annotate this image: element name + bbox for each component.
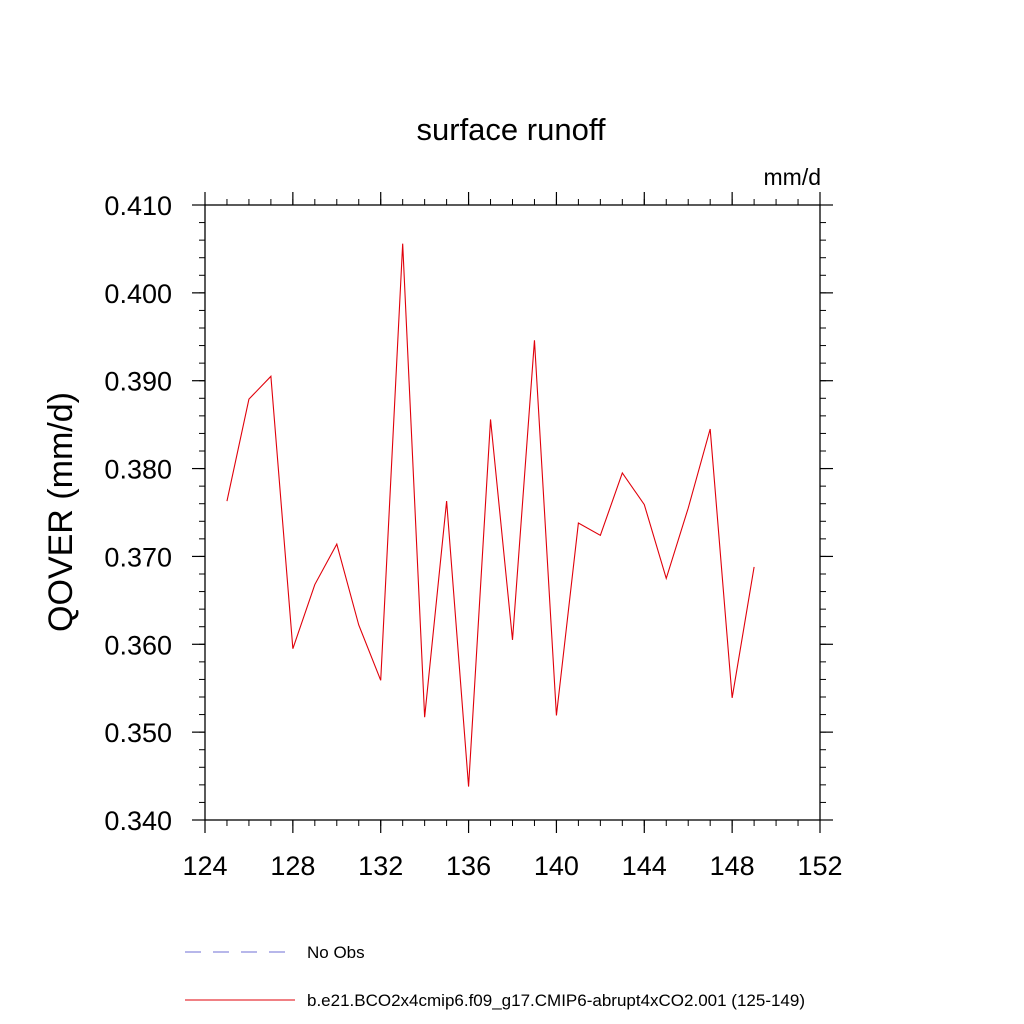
- chart-title: surface runoff: [417, 112, 606, 147]
- y-tick-label: 0.400: [104, 279, 172, 309]
- minor-ticks: [199, 199, 826, 826]
- y-tick-label: 0.390: [104, 367, 172, 397]
- y-tick-label: 0.410: [104, 191, 172, 221]
- x-tick-label: 140: [534, 851, 579, 881]
- units-label: mm/d: [764, 164, 822, 190]
- x-tick-label: 136: [446, 851, 491, 881]
- y-tick-label: 0.380: [104, 455, 172, 485]
- legend-entry-label: b.e21.BCO2x4cmip6.f09_g17.CMIP6-abrupt4x…: [307, 991, 805, 1010]
- y-tick-label: 0.350: [104, 718, 172, 748]
- x-tick-label: 152: [797, 851, 842, 881]
- y-tick-label: 0.360: [104, 630, 172, 660]
- y-tick-label: 0.370: [104, 542, 172, 572]
- x-tick-label: 148: [710, 851, 755, 881]
- series-layer: [226, 243, 755, 787]
- x-tick-label: 144: [622, 851, 667, 881]
- y-axis-label: QOVER (mm/d): [42, 392, 80, 632]
- legend: No Obs b.e21.BCO2x4cmip6.f09_g17.CMIP6-ab…: [185, 943, 805, 1010]
- x-tick-label: 128: [270, 851, 315, 881]
- y-tick-label: 0.340: [104, 806, 172, 836]
- legend-entry-label: No Obs: [307, 943, 365, 962]
- series-line: [226, 243, 755, 787]
- x-tick-label: 132: [358, 851, 403, 881]
- plot-frame: [204, 204, 821, 821]
- major-ticks: [192, 192, 833, 833]
- tick-labels: 124 128 132 136 140 144 148 152 0.340 0.350 0.360 0…: [104, 191, 842, 881]
- x-tick-label: 124: [182, 851, 227, 881]
